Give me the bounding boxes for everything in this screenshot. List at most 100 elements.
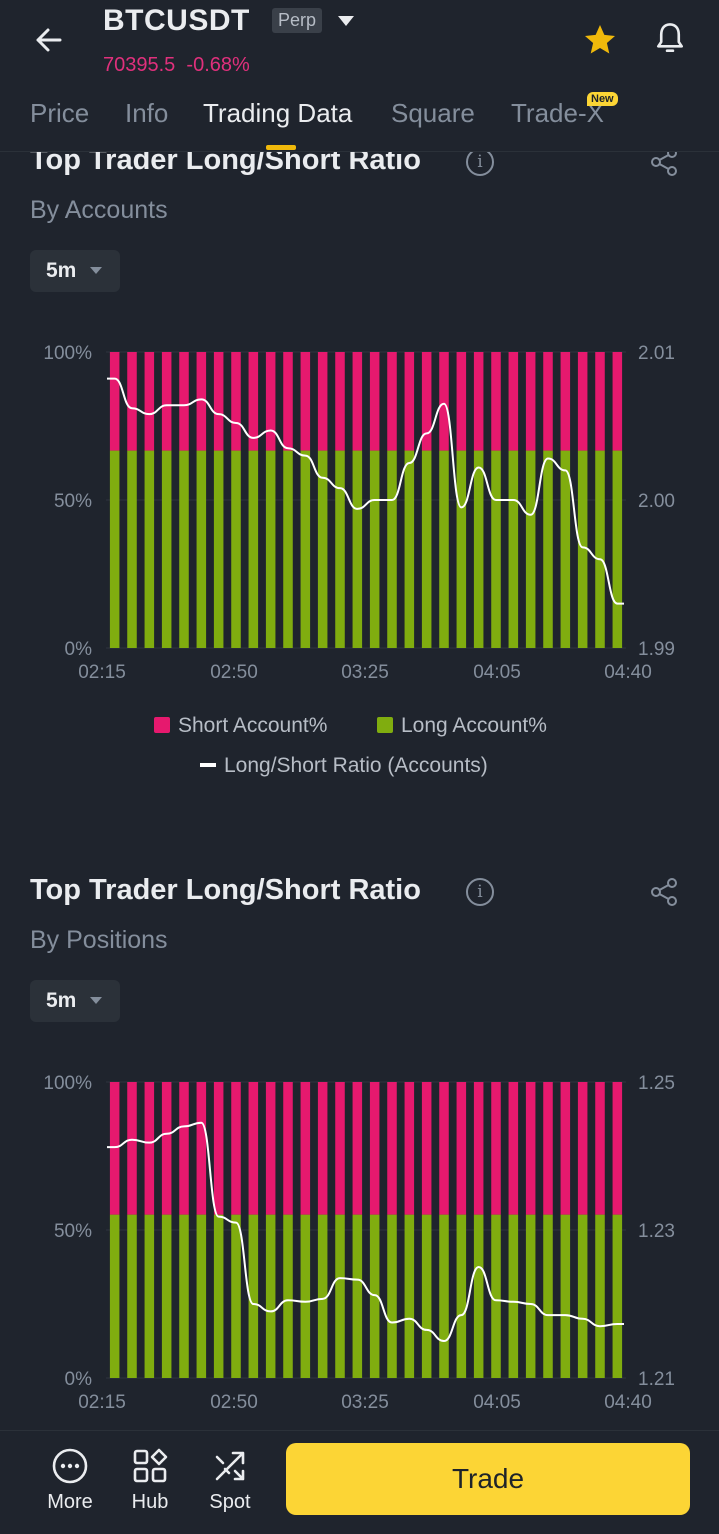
long-bar[interactable] xyxy=(213,1214,224,1378)
tab-square[interactable]: Square xyxy=(391,98,475,128)
short-bar[interactable] xyxy=(577,352,588,451)
long-bar[interactable] xyxy=(231,1214,241,1378)
short-bar[interactable] xyxy=(144,1082,155,1215)
short-bar[interactable] xyxy=(560,1082,571,1215)
long-bar[interactable] xyxy=(560,450,571,648)
symbol-dropdown-icon[interactable] xyxy=(338,16,354,26)
long-bar[interactable] xyxy=(265,1214,276,1378)
short-bar[interactable] xyxy=(577,1082,588,1215)
long-bar[interactable] xyxy=(179,450,189,648)
short-bar[interactable] xyxy=(335,352,345,451)
short-bar[interactable] xyxy=(456,352,467,451)
long-bar[interactable] xyxy=(473,450,484,648)
short-bar[interactable] xyxy=(248,352,259,451)
long-bar[interactable] xyxy=(352,450,363,648)
short-bar[interactable] xyxy=(265,1082,276,1215)
legend-ratio[interactable]: Long/Short Ratio (Accounts) xyxy=(200,754,488,778)
tab-info[interactable]: Info xyxy=(125,98,169,128)
short-bar[interactable] xyxy=(283,352,293,451)
long-bar[interactable] xyxy=(196,1214,207,1378)
spot-button[interactable]: Spot xyxy=(194,1447,266,1514)
long-bar[interactable] xyxy=(144,450,155,648)
short-bar[interactable] xyxy=(491,352,501,451)
long-bar[interactable] xyxy=(369,1214,380,1378)
info-icon[interactable]: i xyxy=(466,878,494,906)
long-bar[interactable] xyxy=(144,1214,155,1378)
long-bar[interactable] xyxy=(248,450,259,648)
short-bar[interactable] xyxy=(595,352,605,451)
long-bar[interactable] xyxy=(595,450,605,648)
short-bar[interactable] xyxy=(300,352,311,451)
long-bar[interactable] xyxy=(283,1214,293,1378)
short-bar[interactable] xyxy=(248,1082,259,1215)
long-bar[interactable] xyxy=(300,450,311,648)
long-bar[interactable] xyxy=(491,1214,501,1378)
long-bar[interactable] xyxy=(179,1214,189,1378)
short-bar[interactable] xyxy=(543,352,553,451)
long-bar[interactable] xyxy=(508,1214,519,1378)
long-bar[interactable] xyxy=(161,450,172,648)
short-bar[interactable] xyxy=(231,352,241,451)
symbol-title[interactable]: BTCUSDT xyxy=(103,4,250,37)
long-bar[interactable] xyxy=(352,1214,363,1378)
long-bar[interactable] xyxy=(525,1214,536,1378)
short-bar[interactable] xyxy=(387,1082,397,1215)
short-bar[interactable] xyxy=(560,352,571,451)
short-bar[interactable] xyxy=(439,352,449,451)
short-bar[interactable] xyxy=(369,1082,380,1215)
tab-price[interactable]: Price xyxy=(30,98,90,128)
short-bar[interactable] xyxy=(439,1082,449,1215)
short-bar[interactable] xyxy=(404,352,415,451)
long-bar[interactable] xyxy=(595,1214,605,1378)
info-icon[interactable]: i xyxy=(466,148,494,176)
hub-button[interactable]: Hub xyxy=(114,1447,186,1514)
long-bar[interactable] xyxy=(161,1214,172,1378)
short-bar[interactable] xyxy=(508,1082,519,1215)
back-arrow-icon[interactable] xyxy=(30,22,70,58)
interval-selector[interactable]: 5m xyxy=(30,980,120,1022)
tab-trading-data[interactable]: Trading Data xyxy=(203,98,353,128)
long-bar[interactable] xyxy=(612,1214,623,1378)
short-bar[interactable] xyxy=(265,352,276,451)
trade-button[interactable]: Trade xyxy=(286,1443,690,1515)
long-bar[interactable] xyxy=(525,450,536,648)
long-bar[interactable] xyxy=(577,1214,588,1378)
short-bar[interactable] xyxy=(213,1082,224,1215)
long-bar[interactable] xyxy=(543,1214,553,1378)
more-button[interactable]: More xyxy=(34,1447,106,1514)
long-bar[interactable] xyxy=(283,450,293,648)
long-bar[interactable] xyxy=(300,1214,311,1378)
short-bar[interactable] xyxy=(144,352,155,451)
long-bar[interactable] xyxy=(317,1214,328,1378)
long-bar[interactable] xyxy=(473,1214,484,1378)
short-bar[interactable] xyxy=(109,352,120,451)
short-bar[interactable] xyxy=(525,1082,536,1215)
long-bar[interactable] xyxy=(439,1214,449,1378)
short-bar[interactable] xyxy=(543,1082,553,1215)
long-bar[interactable] xyxy=(612,450,623,648)
long-bar[interactable] xyxy=(335,1214,345,1378)
interval-selector[interactable]: 5m xyxy=(30,250,120,292)
long-bar[interactable] xyxy=(456,450,467,648)
short-bar[interactable] xyxy=(473,352,484,451)
short-bar[interactable] xyxy=(231,1082,241,1215)
long-bar[interactable] xyxy=(404,450,415,648)
long-bar[interactable] xyxy=(317,450,328,648)
short-bar[interactable] xyxy=(196,1082,207,1215)
short-bar[interactable] xyxy=(317,352,328,451)
short-bar[interactable] xyxy=(387,352,397,451)
short-bar[interactable] xyxy=(525,352,536,451)
short-bar[interactable] xyxy=(369,352,380,451)
short-bar[interactable] xyxy=(491,1082,501,1215)
short-bar[interactable] xyxy=(179,352,189,451)
short-bar[interactable] xyxy=(595,1082,605,1215)
long-bar[interactable] xyxy=(456,1214,467,1378)
short-bar[interactable] xyxy=(612,1082,623,1215)
short-bar[interactable] xyxy=(335,1082,345,1215)
short-bar[interactable] xyxy=(196,352,207,451)
long-bar[interactable] xyxy=(335,450,345,648)
favorite-star-icon[interactable] xyxy=(582,22,618,58)
short-bar[interactable] xyxy=(127,1082,137,1215)
short-bar[interactable] xyxy=(127,352,137,451)
long-bar[interactable] xyxy=(387,450,397,648)
